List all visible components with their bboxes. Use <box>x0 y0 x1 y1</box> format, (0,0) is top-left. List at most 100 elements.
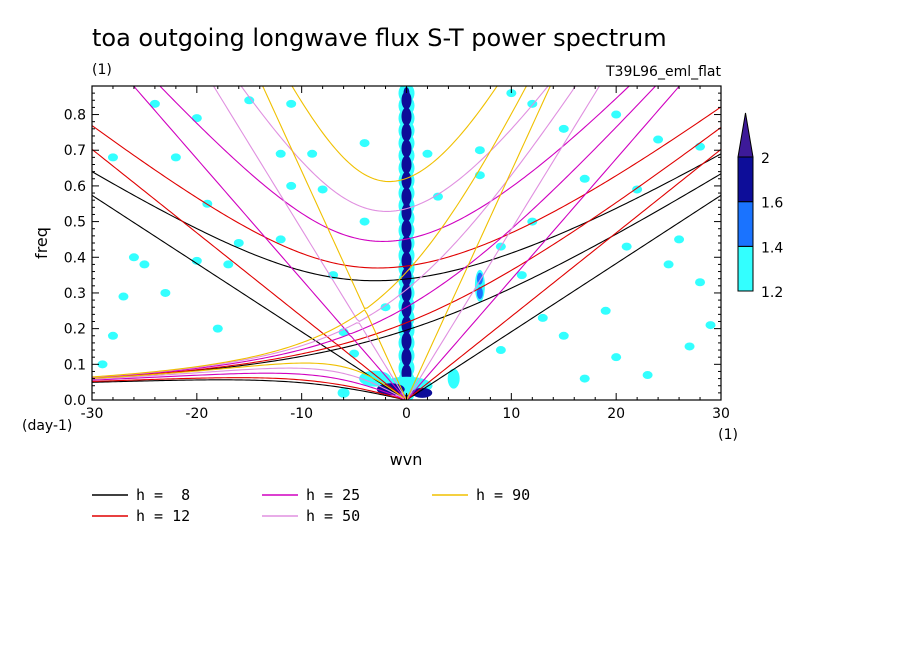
colorbar: 1.2 1.4 1.6 2 <box>737 112 783 301</box>
contour-patch <box>516 271 527 280</box>
dispersion-curve <box>406 194 721 400</box>
contour-patch <box>191 114 202 123</box>
contour-patch <box>403 251 410 264</box>
y-axis: 0.0 0.1 0.2 0.3 0.4 0.5 0.6 0.7 0.8 <box>64 92 721 409</box>
contour-patch <box>307 149 318 158</box>
x-tick-label: 0 <box>402 406 411 422</box>
x-unit-label: (1) <box>718 427 738 443</box>
dispersion-curve <box>92 377 405 400</box>
dispersion-curve <box>92 153 721 282</box>
contour-patch <box>118 292 129 301</box>
contour-patch <box>558 124 569 133</box>
dispersion-curves <box>92 86 721 400</box>
contour-patch <box>447 368 460 389</box>
run-label: T39L96_eml_flat <box>605 64 722 80</box>
dispersion-curve <box>92 379 404 400</box>
contour-patch <box>403 315 410 328</box>
x-tick-label: 10 <box>502 406 520 422</box>
contour-patch <box>476 286 483 299</box>
contour-patch <box>558 331 569 340</box>
contour-patch <box>579 374 590 383</box>
contour-patch <box>403 108 410 121</box>
y-tick-label: 0.5 <box>64 215 86 231</box>
dispersion-curve <box>406 148 721 400</box>
contour-patch <box>223 260 234 269</box>
contour-patch <box>621 242 632 251</box>
contour-patch <box>476 272 483 285</box>
chart-title: toa outgoing longwave flux S-T power spe… <box>92 24 667 52</box>
y-tick-label: 0.6 <box>64 179 86 195</box>
dispersion-curve <box>262 86 528 310</box>
contour-patch <box>403 351 410 364</box>
contour-patch <box>695 142 706 151</box>
contour-patch <box>632 185 643 194</box>
contour-patch <box>286 181 297 190</box>
x-tick-label: -20 <box>185 406 208 422</box>
x-axis: -30 -20 -10 0 10 20 30 <box>81 86 730 422</box>
y-tick-label: 0.3 <box>64 286 86 302</box>
contour-patch <box>403 87 410 100</box>
y-tick-label: 0.4 <box>64 250 86 266</box>
contour-patch <box>684 342 695 351</box>
dispersion-curve <box>240 86 549 212</box>
contour-patch <box>474 146 485 155</box>
contour-patch <box>107 153 118 162</box>
contour-patch <box>422 149 433 158</box>
contour-fill-layer <box>97 86 716 400</box>
colorbar-label: 1.6 <box>761 196 783 212</box>
dispersion-curve <box>92 372 405 400</box>
contour-patch <box>107 331 118 340</box>
dispersion-curve <box>405 86 551 400</box>
contour-patch <box>160 288 171 297</box>
colorbar-extend-arrow <box>737 112 754 158</box>
contour-patch <box>401 235 412 254</box>
contour-patch <box>128 253 139 262</box>
contour-patch <box>537 313 548 322</box>
chart-subtitle: (1) <box>92 62 112 78</box>
contour-patch <box>401 155 412 174</box>
contour-patch <box>244 96 255 105</box>
colorbar-label: 1.4 <box>761 240 783 256</box>
dispersion-curve <box>92 333 407 400</box>
contour-patch <box>212 324 223 333</box>
y-tick-label: 0.1 <box>64 357 86 373</box>
contour-patch <box>403 222 410 235</box>
legend: h = 8 h = 12 h = 25 h = 50 h = 90 <box>92 486 530 525</box>
contour-patch <box>170 153 181 162</box>
contour-patch <box>674 235 685 244</box>
contour-patch <box>600 306 611 315</box>
colorbar-label: 1.2 <box>761 285 783 301</box>
dispersion-curve <box>406 86 681 400</box>
dispersion-curve <box>212 86 577 323</box>
contour-patch <box>403 197 410 210</box>
x-tick-label: -10 <box>290 406 313 422</box>
contour-patch <box>191 256 202 265</box>
contour-patch <box>337 387 350 398</box>
dispersion-curve <box>92 345 407 400</box>
y-tick-label: 0.2 <box>64 322 86 338</box>
contour-patch <box>139 260 150 269</box>
contour-patch <box>97 360 108 369</box>
y-axis-label: freq <box>32 227 51 259</box>
contour-patch <box>233 239 244 247</box>
contour-patch <box>317 185 328 194</box>
contour-patch <box>705 321 716 330</box>
contour-patch <box>401 123 412 142</box>
dispersion-curve <box>92 126 721 346</box>
contour-patch <box>695 278 706 287</box>
contour-patch <box>611 353 622 362</box>
contour-patch <box>653 135 664 144</box>
dispersion-curve <box>406 86 601 400</box>
dispersion-curve <box>92 173 721 352</box>
contour-patch <box>275 235 286 244</box>
dispersion-curve <box>92 106 721 269</box>
y-tick-label: 0.8 <box>64 108 86 124</box>
legend-label: h = 25 <box>306 486 360 504</box>
dispersion-curve <box>132 86 657 335</box>
dispersion-curve <box>92 309 408 400</box>
contour-patch <box>286 99 297 108</box>
contour-patch <box>611 110 622 119</box>
contour-patch <box>642 371 653 380</box>
contour-patch <box>149 99 160 108</box>
